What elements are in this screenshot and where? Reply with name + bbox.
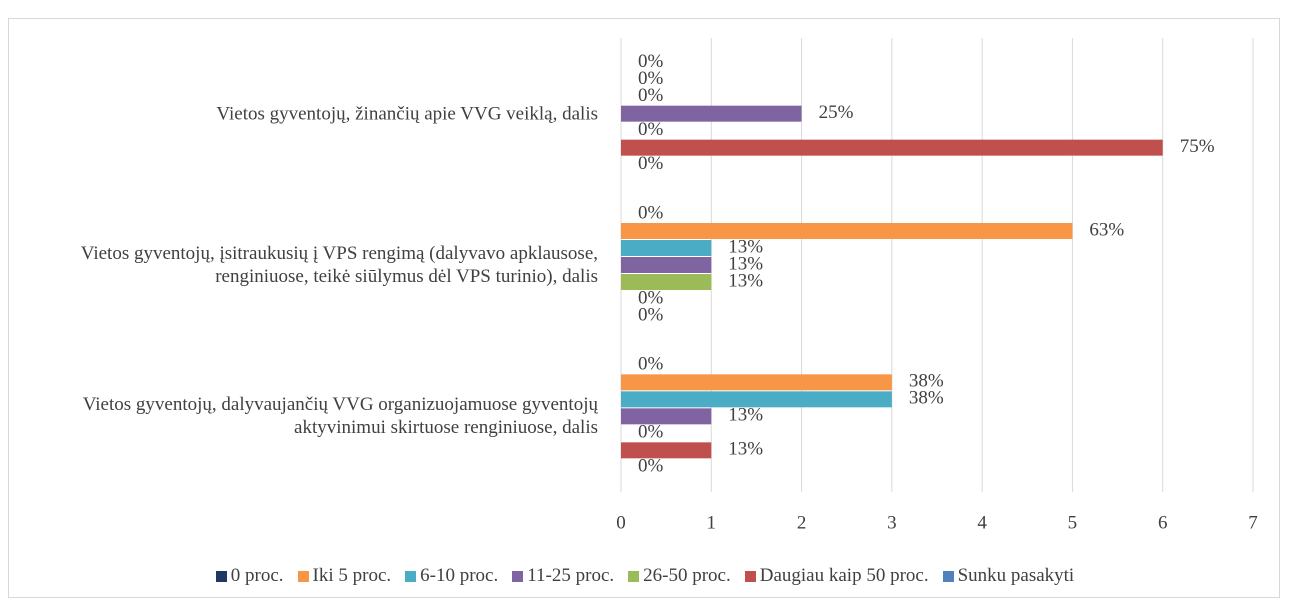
category-label: Vietos gyventojų, žinančių apie VVG veik… — [216, 103, 598, 125]
bar — [621, 105, 802, 122]
data-label: 25% — [819, 102, 854, 123]
legend-swatch — [512, 570, 524, 582]
legend-item: 6-10 proc. — [405, 565, 498, 587]
x-tick-label: 0 — [616, 512, 626, 533]
bar — [621, 391, 892, 408]
bar — [621, 274, 712, 290]
data-label: 0% — [638, 456, 664, 477]
data-label: 0% — [638, 153, 664, 174]
bar — [621, 374, 892, 391]
data-label: 38% — [909, 388, 944, 409]
bar — [621, 442, 712, 459]
bar — [621, 223, 1073, 239]
x-tick-label: 6 — [1158, 512, 1168, 533]
legend-item: 0 proc. — [215, 565, 284, 587]
bar — [621, 139, 1163, 156]
data-label: 0% — [638, 202, 664, 223]
data-label: 0% — [638, 68, 664, 89]
legend-item: 11-25 proc. — [512, 565, 614, 587]
chart-frame — [8, 18, 1280, 598]
data-label: 0% — [638, 354, 664, 375]
data-label: 38% — [909, 371, 944, 392]
data-label: 13% — [728, 439, 763, 460]
legend-item: Sunku pasakyti — [942, 565, 1075, 587]
bar — [621, 240, 712, 256]
legend-label: 11-25 proc. — [527, 565, 615, 586]
x-tick-label: 2 — [797, 512, 807, 533]
x-tick-label: 5 — [1068, 512, 1078, 533]
legend-swatch — [215, 570, 227, 582]
legend-label: Iki 5 proc. — [312, 565, 392, 586]
legend-swatch — [628, 570, 640, 582]
legend-item: Daugiau kaip 50 proc. — [744, 565, 929, 587]
legend-label: 0 proc. — [230, 565, 284, 586]
category-label: Vietos gyventojų, dalyvaujančių VVG orga… — [82, 394, 598, 439]
bar — [621, 257, 712, 273]
data-label: 0% — [638, 119, 664, 140]
category-label: Vietos gyventojų, įsitraukusių į VPS ren… — [80, 243, 598, 287]
legend-swatch — [297, 570, 309, 582]
x-tick-label: 1 — [707, 512, 717, 533]
legend-swatch — [744, 570, 756, 582]
data-label: 13% — [728, 405, 763, 426]
legend-item: 26-50 proc. — [628, 565, 731, 587]
data-label: 13% — [728, 270, 763, 291]
legend-item: Iki 5 proc. — [297, 565, 392, 587]
x-tick-label: 4 — [977, 512, 987, 533]
legend-label: Daugiau kaip 50 proc. — [759, 565, 929, 586]
data-label: 13% — [728, 236, 763, 257]
data-label: 63% — [1089, 219, 1124, 240]
data-label: 0% — [638, 304, 664, 325]
legend-swatch — [942, 570, 954, 582]
x-tick-label: 7 — [1248, 512, 1258, 533]
legend-label: 26-50 proc. — [643, 565, 731, 586]
data-label: 0% — [638, 51, 664, 72]
data-label: 13% — [728, 253, 763, 274]
legend-swatch — [405, 570, 417, 582]
bar — [621, 408, 712, 425]
data-label: 0% — [638, 287, 664, 308]
data-label: 0% — [638, 85, 664, 106]
legend-label: Sunku pasakyti — [957, 565, 1075, 586]
data-label: 75% — [1180, 136, 1215, 157]
data-label: 0% — [638, 422, 664, 443]
legend-label: 6-10 proc. — [420, 565, 499, 586]
x-tick-label: 3 — [887, 512, 897, 533]
legend: 0 proc. Iki 5 proc. 6-10 proc. 11-25 proc. 2… — [0, 565, 1290, 587]
